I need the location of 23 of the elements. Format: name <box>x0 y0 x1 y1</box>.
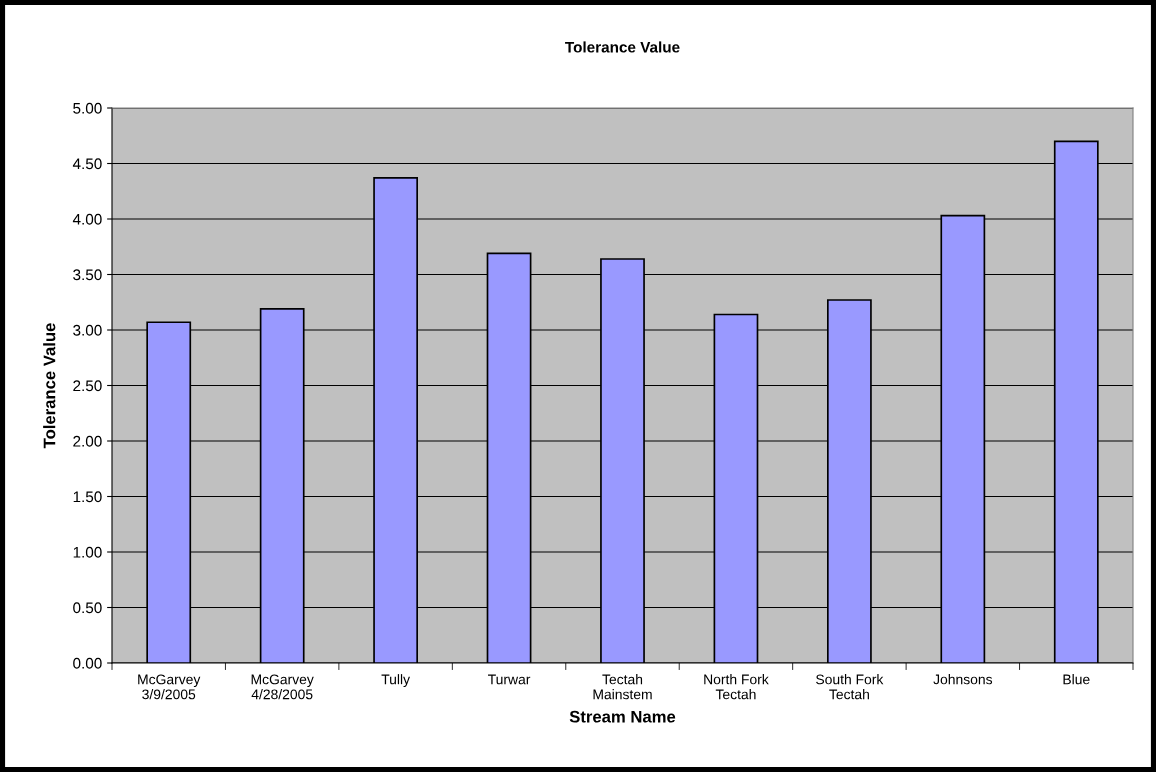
x-tick-label: North Fork Tectah <box>704 674 769 700</box>
x-tick-label: South Fork Tectah <box>816 674 884 700</box>
y-tick-label: 4.00 <box>72 213 102 225</box>
x-tick-label: Johnsons <box>933 674 993 685</box>
y-tick-label: 1.50 <box>73 491 102 503</box>
chart-title: Tolerance Value <box>565 41 680 53</box>
y-tick-label: 3.50 <box>73 269 102 281</box>
x-tick-label: Tully <box>381 674 410 688</box>
x-tick-label: Tectah Mainstem <box>593 674 652 700</box>
y-axis-title: Tolerance Value <box>43 323 56 449</box>
x-tick-label: Turwar <box>488 674 531 685</box>
y-tick-label: 0.50 <box>73 602 102 614</box>
y-tick-label: 0.00 <box>73 657 102 669</box>
y-tick-label: 1.00 <box>73 546 102 558</box>
x-axis-title: Stream Name <box>569 710 676 723</box>
y-tick-label: 4.50 <box>72 158 102 170</box>
y-tick-label: 5.00 <box>73 102 102 114</box>
y-tick-label: 3.00 <box>73 324 102 336</box>
y-tick-label: 2.50 <box>73 380 102 392</box>
x-tick-label: McGarvey 4/28/2005 <box>251 674 314 700</box>
x-tick-label: McGarvey 3/9/2005 <box>138 674 201 700</box>
x-tick-label: Blue <box>1063 674 1090 685</box>
y-tick-label: 2.00 <box>73 435 102 447</box>
